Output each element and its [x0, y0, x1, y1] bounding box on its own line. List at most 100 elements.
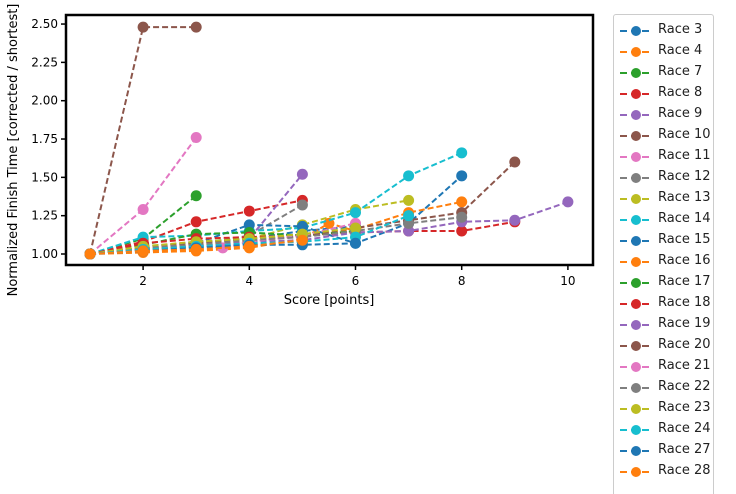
data-point	[296, 168, 308, 180]
legend-marker-icon	[620, 236, 652, 246]
legend-marker-icon	[620, 173, 652, 183]
legend-marker-icon	[620, 425, 652, 435]
data-point	[403, 194, 415, 206]
legend-item: Race 8	[614, 83, 714, 104]
data-point	[456, 225, 468, 237]
legend-marker-icon	[620, 467, 652, 477]
legend-marker-icon	[620, 215, 652, 225]
legend-item: Race 24	[614, 419, 714, 440]
legend-item: Race 28	[614, 461, 714, 482]
data-point	[190, 216, 202, 228]
legend-item: Race 12	[614, 167, 714, 188]
y-tick-label: 2.00	[31, 94, 58, 108]
legend-label: Race 14	[658, 211, 711, 226]
legend-label: Race 4	[658, 43, 703, 58]
legend-label: Race 24	[658, 421, 711, 436]
legend-marker-icon	[620, 26, 652, 36]
data-point	[509, 156, 521, 168]
data-point	[456, 211, 468, 223]
y-axis-ticks: 1.00 1.25 1.50 1.75 2.00 2.25 2.50	[31, 17, 66, 261]
legend-item: Race 3	[614, 20, 714, 41]
data-point	[137, 21, 149, 33]
data-point	[456, 147, 468, 159]
legend-label: Race 21	[658, 358, 711, 373]
y-tick-label: 1.50	[31, 170, 58, 184]
legend-marker-icon	[620, 278, 652, 288]
data-point	[190, 131, 202, 143]
legend-marker-icon	[620, 341, 652, 351]
legend-marker-icon	[620, 362, 652, 372]
data-point	[403, 210, 415, 222]
data-point	[403, 170, 415, 182]
plot-area	[84, 21, 574, 260]
data-point	[296, 199, 308, 211]
legend-marker-icon	[620, 194, 652, 204]
data-point	[243, 205, 255, 217]
data-point	[403, 217, 415, 229]
legend-label: Race 20	[658, 337, 711, 352]
plot-frame	[64, 13, 595, 267]
legend-label: Race 27	[658, 442, 711, 457]
legend-item: Race 22	[614, 377, 714, 398]
data-point	[323, 217, 335, 229]
legend-item: Race 18	[614, 293, 714, 314]
x-axis-ticks: 2 4 6 8 10	[139, 265, 576, 288]
legend-item: Race 7	[614, 62, 714, 83]
legend-label: Race 13	[658, 190, 711, 205]
data-point	[350, 207, 361, 219]
x-tick-label: 2	[139, 274, 147, 288]
legend-label: Race 22	[658, 379, 711, 394]
legend-marker-icon	[620, 152, 652, 162]
legend-item: Race 17	[614, 272, 714, 293]
legend-item: Race 21	[614, 356, 714, 377]
legend-item: Race 14	[614, 209, 714, 230]
legend-item: Race 10	[614, 125, 714, 146]
data-point	[456, 170, 468, 182]
legend-marker-icon	[620, 320, 652, 330]
legend-label: Race 3	[658, 22, 703, 37]
data-point	[190, 243, 202, 255]
legend-item: Race 11	[614, 146, 714, 167]
legend-marker-icon	[620, 404, 652, 414]
data-point	[243, 219, 255, 231]
legend-label: Race 10	[658, 127, 711, 142]
legend-item: Race 20	[614, 335, 714, 356]
data-point	[296, 220, 308, 232]
legend-item: Race 4	[614, 41, 714, 62]
legend-marker-icon	[620, 257, 652, 267]
data-point	[350, 222, 361, 234]
x-tick-label: 10	[560, 274, 575, 288]
x-tick-label: 6	[352, 274, 360, 288]
y-tick-label: 2.50	[31, 17, 58, 31]
legend-label: Race 7	[658, 64, 703, 79]
series-race-10	[84, 21, 202, 260]
legend-label: Race 18	[658, 295, 711, 310]
legend-label: Race 12	[658, 169, 711, 184]
y-axis-label: Normalized Finish Time [corrected / shor…	[6, 4, 21, 297]
data-point	[84, 248, 96, 260]
series-race-28	[84, 234, 308, 260]
data-point	[509, 214, 521, 226]
legend-label: Race 9	[658, 106, 703, 121]
legend-label: Race 16	[658, 253, 711, 268]
y-tick-label: 2.25	[31, 55, 58, 69]
legend-item: Race 19	[614, 314, 714, 335]
legend-label: Race 15	[658, 232, 711, 247]
legend-marker-icon	[620, 131, 652, 141]
data-point	[243, 240, 255, 252]
legend-marker-icon	[620, 110, 652, 120]
legend-label: Race 8	[658, 85, 703, 100]
y-tick-label: 1.75	[31, 132, 58, 146]
data-point	[403, 225, 415, 237]
legend-marker-icon	[620, 89, 652, 99]
data-point	[350, 237, 361, 249]
legend-item: Race 15	[614, 230, 714, 251]
legend-item: Race 23	[614, 398, 714, 419]
data-point	[562, 196, 574, 208]
data-point	[137, 204, 149, 216]
data-point	[456, 196, 468, 208]
x-axis-label: Score [points]	[284, 293, 375, 308]
x-tick-label: 8	[458, 274, 466, 288]
legend-marker-icon	[620, 299, 652, 309]
legend-item: Race 9	[614, 104, 714, 125]
